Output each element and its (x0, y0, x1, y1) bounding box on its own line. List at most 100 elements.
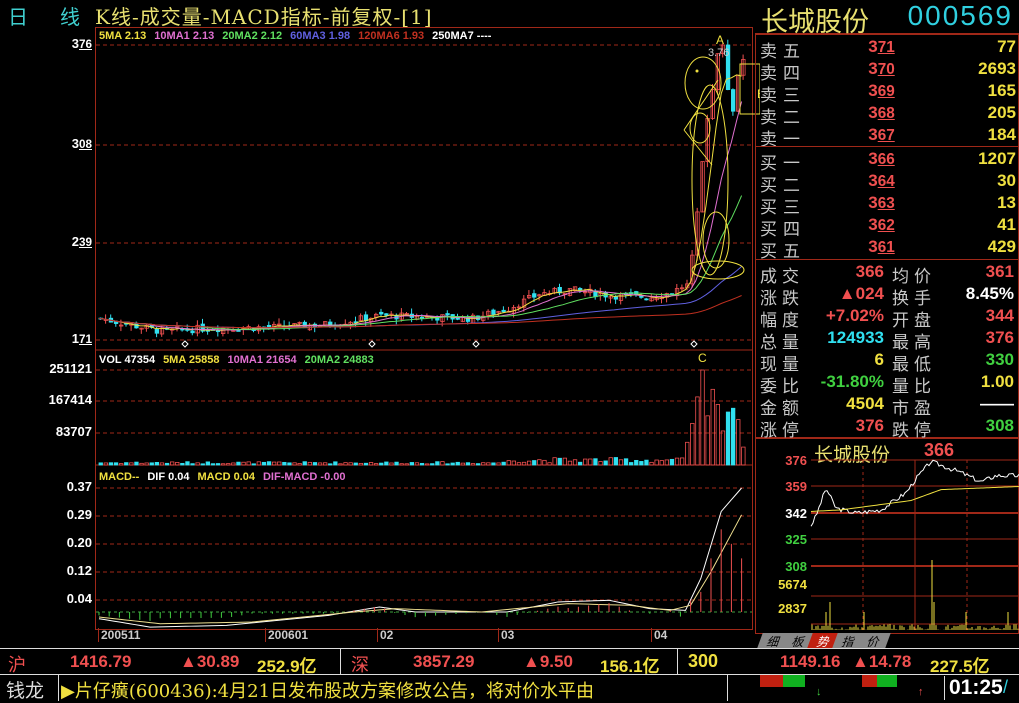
candle-up (527, 294, 532, 299)
doodle-box (739, 63, 760, 115)
index-bar: 沪 1416.79 ▲30.89 252.9亿 深 3857.29 ▲9.50 156.1亿 3… (0, 648, 1019, 676)
volume-bar (588, 458, 593, 466)
bids-row[interactable]: 买五 361 429 (756, 237, 1019, 262)
index-divider (677, 649, 678, 675)
volume-bar (236, 461, 241, 466)
stat-label: 最低 (892, 355, 936, 375)
slash-icon: / (1003, 677, 1009, 697)
asks-row[interactable]: 卖四 370 2693 (756, 59, 1019, 84)
volume-bar (317, 462, 323, 466)
volume-bar (363, 462, 369, 466)
ma-legend-item: 10MA1 2.13 (154, 30, 215, 42)
annotation-a: A (716, 33, 724, 47)
index-value[interactable]: 1416.79 (70, 652, 132, 671)
candle-down (419, 316, 425, 319)
stat-item: 总量 124933 (756, 328, 886, 353)
volume-bar (685, 441, 690, 466)
level-volume: 429 (987, 237, 1016, 256)
annotation-b: B (757, 87, 760, 101)
stat-value: 4504 (846, 394, 884, 413)
level-label: 卖一 (760, 130, 806, 150)
chart-title: K线-成交量-MACD指标-前复权-[1] (95, 5, 433, 29)
index-value[interactable]: 3857.29 (413, 652, 475, 671)
volume-bar (669, 458, 675, 466)
candle-up (297, 321, 302, 324)
volume-bar (440, 461, 445, 466)
volume-bar (690, 422, 695, 466)
level-volume: 41 (997, 215, 1016, 234)
asks-row[interactable]: 卖二 368 205 (756, 103, 1019, 128)
price-tick: 171 (0, 331, 92, 346)
candle-down (532, 293, 537, 298)
volume-bar (629, 462, 634, 466)
volume-bar (521, 461, 527, 466)
down-arrow-icon: ↓ (816, 686, 822, 698)
candle-down (644, 298, 649, 301)
candle-up (496, 311, 501, 314)
candle-up (583, 291, 588, 294)
bids-row[interactable]: 买一 366 1207 (756, 149, 1019, 174)
stat-item: 涨跌 ▲024 (756, 284, 886, 309)
volume-bar (159, 462, 165, 466)
period-label[interactable]: 日 (8, 5, 28, 29)
dea-line (98, 514, 743, 625)
stat-label: 最高 (892, 333, 936, 353)
volume-bar (603, 460, 608, 466)
macd-tick: 0.29 (66, 507, 92, 522)
asks-row[interactable]: 卖一 367 184 (756, 125, 1019, 150)
macd-legend-item: DIF-MACD -0.00 (262, 471, 346, 483)
volume-bar (368, 462, 374, 466)
bids-row[interactable]: 买二 364 30 (756, 171, 1019, 196)
asks-row[interactable]: 卖三 369 165 (756, 81, 1019, 106)
tick-dec: 39 (78, 236, 92, 249)
volume-bar (470, 463, 476, 466)
volume-bar (460, 462, 466, 466)
volume-bar (119, 463, 124, 466)
diamond-marker (181, 340, 189, 348)
index-amount: 252.9亿 (257, 657, 317, 676)
clock: 01:25 (944, 676, 1003, 700)
quote-stats: 成交 366 均价 361 涨跌 ▲024 换手 8.45% 幅度 +7.02% 开盘 344 总量 12… (755, 260, 1019, 441)
tick-int: 3 (71, 136, 79, 151)
bids-row[interactable]: 买四 362 41 (756, 215, 1019, 240)
volume-bar (547, 462, 552, 466)
diamond-marker (690, 340, 698, 348)
level-price: 371 (844, 37, 919, 57)
candle-down (445, 313, 450, 316)
price-int: 3 (868, 103, 878, 122)
volume-bar (200, 463, 205, 466)
stat-label: 幅度 (760, 311, 804, 331)
high-price-label: 3.76 (708, 47, 729, 59)
tab-4[interactable]: 价 (857, 633, 891, 649)
period-label-2[interactable]: 线 (60, 5, 80, 29)
stat-label: 金额 (760, 399, 804, 419)
volume-bar (486, 462, 491, 466)
news-ticker[interactable]: ▶片仔癀(600436):4月21日发布股改方案修改公告，将对价水平由 (61, 681, 595, 701)
bids-row[interactable]: 买三 363 13 (756, 193, 1019, 218)
index-label: 沪 (8, 655, 26, 675)
volume-bar (195, 462, 200, 466)
level-price: 368 (844, 103, 919, 123)
candle-up (741, 58, 746, 76)
date-tick: 200511 (98, 628, 140, 642)
volume-bar (618, 459, 624, 466)
index-value[interactable]: 1149.16 (780, 652, 841, 671)
volume-bar (496, 462, 501, 466)
volume-bar (134, 461, 139, 466)
tick-dec: 76 (78, 38, 92, 51)
stat-value: ▲024 (838, 284, 884, 303)
annotation-c: C (698, 351, 707, 365)
ma-legend-item: 120MA6 1.93 (358, 30, 425, 42)
stat-value: 330 (985, 350, 1014, 369)
ma20-line (98, 195, 743, 331)
volume-bar (654, 459, 659, 466)
kline-chart[interactable] (95, 27, 753, 630)
volume-bar (475, 463, 481, 466)
book-divider (756, 146, 1018, 147)
asks-row[interactable]: 卖五 371 77 (756, 37, 1019, 62)
volume-bar (450, 462, 455, 466)
candle-up (144, 324, 149, 329)
volume-bar (562, 457, 567, 466)
index-amount: 156.1亿 (600, 657, 660, 676)
volume-bar (113, 462, 119, 466)
